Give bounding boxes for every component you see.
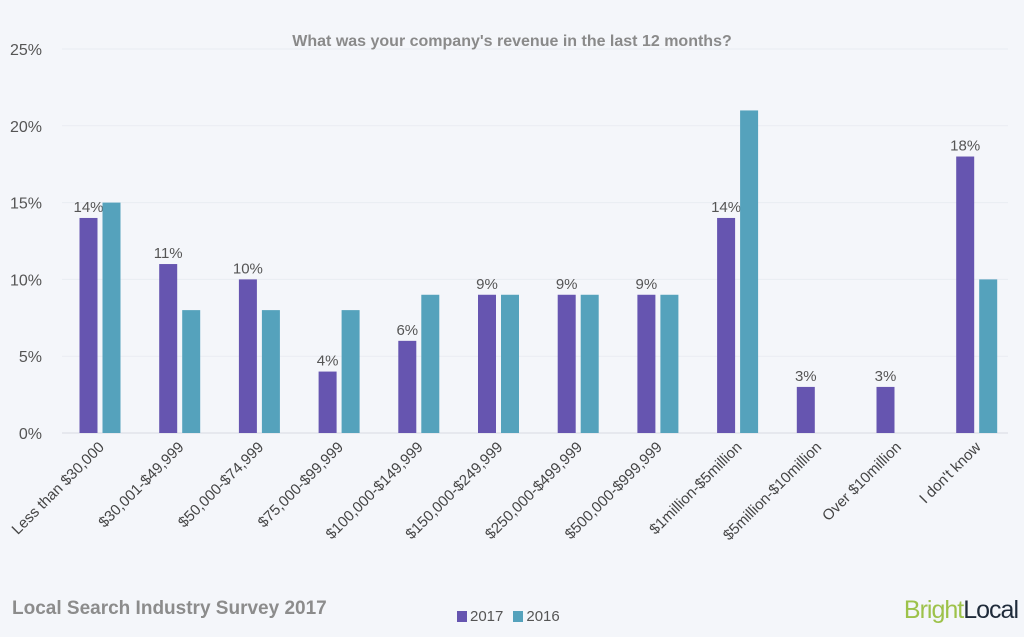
legend-label: 2016	[526, 608, 560, 625]
x-tick-label: Over $10million	[819, 439, 905, 525]
data-label: 11%	[154, 245, 183, 262]
legend-swatch-2017	[457, 611, 467, 622]
bar-2016	[580, 294, 599, 433]
y-tick-label: 25%	[10, 42, 42, 59]
bar-2017	[637, 294, 656, 433]
data-label: 9%	[476, 276, 498, 293]
data-label: 14%	[73, 199, 103, 216]
y-tick-label: 5%	[19, 349, 42, 366]
brightlocal-logo: BrightLocal	[903, 596, 1019, 625]
data-label: 9%	[556, 276, 578, 293]
x-tick-label: Less than $30,000	[9, 439, 108, 538]
data-label: 6%	[396, 322, 418, 339]
legend-item-2016: 2016	[513, 608, 560, 625]
x-tick-label: $30,001-$49,999	[95, 439, 187, 531]
chart-title: What was your company's revenue in the l…	[292, 33, 732, 50]
bar-2017	[557, 294, 576, 433]
logo-part: Local	[963, 596, 1019, 624]
bar-2016	[261, 310, 280, 433]
data-label: 4%	[317, 353, 339, 370]
logo-part: Bright	[903, 596, 964, 624]
data-label: 3%	[875, 368, 897, 385]
legend-swatch-2016	[513, 611, 524, 622]
bar-2016	[979, 279, 998, 433]
legend: 2017 2016	[457, 608, 560, 625]
bar-2016	[182, 310, 201, 433]
bar-2016	[102, 202, 121, 433]
y-tick-label: 20%	[10, 119, 42, 136]
legend-item-2017: 2017	[457, 608, 503, 625]
bar-2016	[740, 110, 759, 433]
data-label: 3%	[795, 368, 817, 385]
bar-2017	[796, 386, 815, 433]
bar-2017	[717, 217, 736, 433]
y-tick-label: 10%	[10, 272, 42, 289]
bar-2017	[876, 386, 895, 433]
bar-2016	[421, 294, 440, 433]
bar-2016	[660, 294, 679, 433]
bar-2017	[398, 340, 417, 433]
bar-2017	[956, 156, 975, 433]
bar-2016	[341, 310, 360, 433]
data-label: 9%	[636, 276, 658, 293]
x-tick-label: I don't know	[916, 439, 984, 507]
bar-2016	[501, 294, 519, 433]
x-tick-label: $75,000-$99,999	[255, 439, 347, 531]
data-label: 14%	[711, 199, 741, 216]
bar-2017	[79, 217, 98, 433]
bar-2017	[318, 371, 337, 433]
y-tick-label: 15%	[10, 196, 42, 213]
legend-label: 2017	[470, 608, 504, 625]
data-label: 18%	[950, 138, 980, 155]
data-label: 10%	[233, 260, 263, 277]
bar-2017	[238, 279, 257, 433]
survey-title: Local Search Industry Survey 2017	[12, 598, 327, 619]
bar-2017	[478, 294, 496, 433]
bar-2017	[159, 264, 178, 433]
y-tick-label: 0%	[19, 426, 42, 443]
x-tick-label: $50,000-$74,999	[175, 439, 267, 531]
